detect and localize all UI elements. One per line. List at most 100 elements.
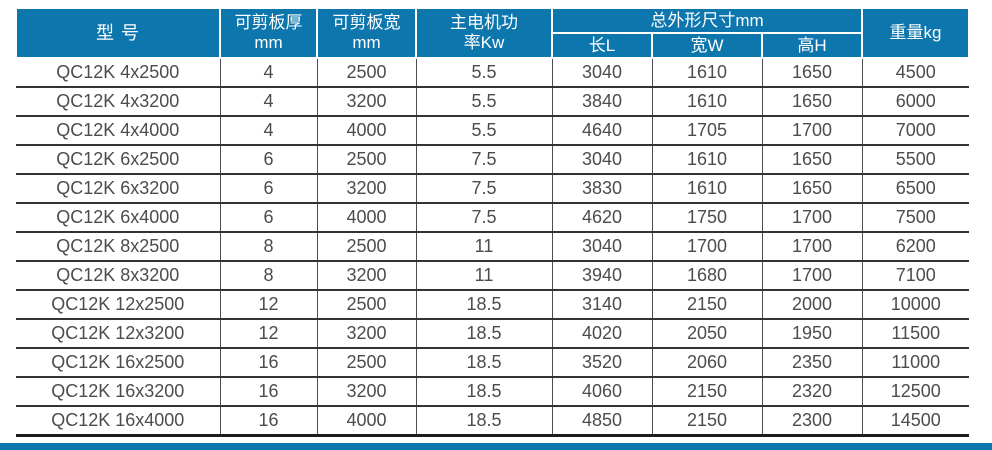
table-row: QC12K 12x2500 12 2500 18.5 3140 2150 2000 10000 (16, 290, 970, 320)
cell-length: 4640 (551, 116, 653, 146)
footer-accent-bar (0, 443, 992, 450)
cell-thickness: 6 (219, 203, 318, 233)
cell-model: QC12K 6x2500 (16, 145, 221, 175)
header-thickness-line1: 可剪板厚 (234, 13, 303, 32)
cell-thickness: 4 (219, 87, 318, 117)
header-dimensions-group: 总外形尺寸mm (550, 7, 864, 34)
cell-height: 1650 (761, 58, 863, 88)
cell-height: 1950 (761, 319, 863, 349)
cell-power: 11 (415, 232, 553, 262)
cell-thickness: 4 (219, 58, 318, 88)
header-model: 型 号 (15, 7, 221, 59)
cell-model: QC12K 6x4000 (16, 203, 221, 233)
cell-weight: 11000 (861, 348, 970, 378)
cell-weight: 6000 (861, 87, 970, 117)
header-motor-power: 主电机功 率Kw (415, 7, 553, 59)
cell-width: 1680 (651, 261, 763, 291)
cell-shear-width: 2500 (316, 290, 417, 320)
cell-weight: 5500 (861, 145, 970, 175)
cell-length: 3040 (551, 145, 653, 175)
cell-power: 18.5 (415, 406, 553, 437)
header-shear-width-line1: 可剪板宽 (332, 13, 401, 32)
table-row: QC12K 16x3200 16 3200 18.5 4060 2150 2320 12500 (16, 377, 970, 407)
cell-length: 3830 (551, 174, 653, 204)
cell-model: QC12K 8x2500 (16, 232, 221, 262)
table-row: QC12K 8x2500 8 2500 11 3040 1700 1700 6200 (16, 232, 970, 262)
header-motor-power-line2: 率Kw (463, 33, 505, 52)
header-shear-width: 可剪板宽 mm (316, 7, 417, 59)
table-row: QC12K 8x3200 8 3200 11 3940 1680 1700 7100 (16, 261, 970, 291)
cell-height: 1700 (761, 232, 863, 262)
cell-width: 2050 (651, 319, 763, 349)
cell-power: 18.5 (415, 377, 553, 407)
cell-shear-width: 3200 (316, 87, 417, 117)
table-row: QC12K 16x4000 16 4000 18.5 4850 2150 2300 14500 (16, 406, 970, 437)
cell-thickness: 12 (219, 290, 318, 320)
cell-length: 4020 (551, 319, 653, 349)
cell-width: 1610 (651, 58, 763, 88)
table-body: QC12K 4x2500 4 2500 5.5 3040 1610 1650 4500 QC1… (16, 58, 970, 437)
cell-width: 1610 (651, 145, 763, 175)
cell-weight: 10000 (861, 290, 970, 320)
header-width-w: 宽W (651, 32, 763, 59)
cell-weight: 14500 (861, 406, 970, 437)
cell-thickness: 6 (219, 174, 318, 204)
cell-length: 3840 (551, 87, 653, 117)
cell-power: 18.5 (415, 348, 553, 378)
cell-length: 3040 (551, 58, 653, 88)
cell-power: 5.5 (415, 116, 553, 146)
cell-weight: 7100 (861, 261, 970, 291)
cell-length: 3940 (551, 261, 653, 291)
cell-width: 2150 (651, 377, 763, 407)
cell-width: 2150 (651, 290, 763, 320)
cell-thickness: 12 (219, 319, 318, 349)
cell-model: QC12K 16x2500 (16, 348, 221, 378)
cell-model: QC12K 4x3200 (16, 87, 221, 117)
cell-shear-width: 2500 (316, 232, 417, 262)
table-row: QC12K 6x2500 6 2500 7.5 3040 1610 1650 5500 (16, 145, 970, 175)
cell-height: 1700 (761, 116, 863, 146)
cell-shear-width: 4000 (316, 203, 417, 233)
header-motor-power-line1: 主电机功 (450, 13, 518, 32)
cell-weight: 12500 (861, 377, 970, 407)
cell-shear-width: 4000 (316, 116, 417, 146)
cell-height: 1650 (761, 145, 863, 175)
cell-width: 2150 (651, 406, 763, 437)
cell-height: 1700 (761, 261, 863, 291)
cell-model: QC12K 12x2500 (16, 290, 221, 320)
cell-model: QC12K 16x4000 (16, 406, 221, 437)
cell-model: QC12K 4x4000 (16, 116, 221, 146)
table-header: 型 号 可剪板厚 mm 可剪板宽 mm 主电机功 率Kw 总外形尺寸mm 重量kg 长… (15, 7, 971, 59)
cell-shear-width: 2500 (316, 58, 417, 88)
cell-length: 3520 (551, 348, 653, 378)
cell-thickness: 6 (219, 145, 318, 175)
cell-weight: 6200 (861, 232, 970, 262)
cell-shear-width: 3200 (316, 377, 417, 407)
cell-model: QC12K 8x3200 (16, 261, 221, 291)
cell-width: 1700 (651, 232, 763, 262)
table-row: QC12K 12x3200 12 3200 18.5 4020 2050 1950 11500 (16, 319, 970, 349)
table-row: QC12K 16x2500 16 2500 18.5 3520 2060 2350 11000 (16, 348, 970, 378)
cell-model: QC12K 4x2500 (16, 58, 221, 88)
header-length-l: 长L (551, 32, 653, 59)
header-thickness: 可剪板厚 mm (219, 7, 318, 59)
cell-power: 7.5 (415, 203, 553, 233)
cell-shear-width: 2500 (316, 145, 417, 175)
table-row: QC12K 4x3200 4 3200 5.5 3840 1610 1650 6000 (16, 87, 970, 117)
cell-power: 18.5 (415, 319, 553, 349)
cell-length: 4850 (551, 406, 653, 437)
cell-shear-width: 3200 (316, 174, 417, 204)
cell-model: QC12K 16x3200 (16, 377, 221, 407)
cell-power: 5.5 (415, 58, 553, 88)
header-shear-width-unit: mm (352, 33, 381, 52)
cell-height: 2000 (761, 290, 863, 320)
cell-thickness: 8 (219, 232, 318, 262)
table-row: QC12K 4x4000 4 4000 5.5 4640 1705 1700 7000 (16, 116, 970, 146)
cell-width: 1705 (651, 116, 763, 146)
cell-thickness: 8 (219, 261, 318, 291)
spec-table: 型 号 可剪板厚 mm 可剪板宽 mm 主电机功 率Kw 总外形尺寸mm 重量kg 长… (15, 7, 971, 437)
cell-power: 7.5 (415, 174, 553, 204)
table-row: QC12K 6x4000 6 4000 7.5 4620 1750 1700 7500 (16, 203, 970, 233)
cell-length: 3140 (551, 290, 653, 320)
